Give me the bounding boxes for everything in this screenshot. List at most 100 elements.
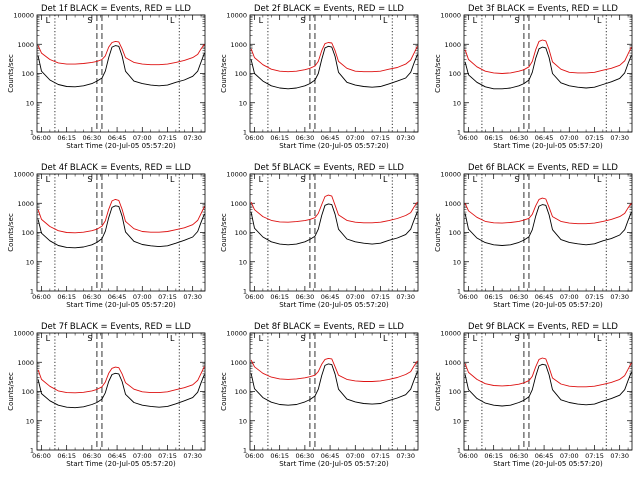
y-tick-label: 10000 [13,171,34,179]
events-series-line [37,45,205,88]
x-tick-label: 06:30 [83,134,102,142]
x-tick-label: 06:15 [57,134,76,142]
x-tick-label: 06:00 [32,134,51,142]
lld-series-line [250,42,418,73]
plot-frame [463,332,633,451]
marker-label: S [87,334,92,343]
x-tick-label: 07:00 [560,293,579,301]
panel-title: Det 8f BLACK = Events, RED = LLD [254,322,404,332]
marker-label: S [514,16,519,25]
x-tick-label: 06:15 [270,134,289,142]
x-tick-label: 06:45 [321,293,340,301]
panel-title: Det 7f BLACK = Events, RED = LLD [41,322,191,332]
marker-label: L [383,175,388,184]
y-tick-label: 1 [243,447,247,455]
events-series-line [250,363,418,406]
panel-title: Det 6f BLACK = Events, RED = LLD [468,163,618,173]
x-tick-label: 07:30 [610,293,629,301]
marker-label: L [170,175,175,184]
y-axis-label: Counts/sec [7,213,15,252]
y-tick-label: 1 [243,288,247,296]
marker-label: S [87,175,92,184]
y-tick-label: 100 [449,229,461,237]
x-tick-label: 06:15 [484,452,503,460]
x-axis-label: Start Time (20-Jul-05 05:57:20) [66,301,176,309]
detector-panel: Det 6f BLACK = Events, RED = LLD 1 10 100 10… [434,163,633,309]
marker-label: L [170,16,175,25]
x-tick-label: 07:00 [133,134,152,142]
y-axis-label: Counts/sec [7,372,15,411]
x-tick-label: 06:45 [535,293,554,301]
y-tick-label: 1000 [444,41,461,49]
events-series-line [37,205,205,249]
y-tick-label: 10 [239,99,247,107]
x-tick-label: 07:15 [371,452,390,460]
lld-series-line [464,357,632,388]
x-axis-label: Start Time (20-Jul-05 05:57:20) [493,301,603,309]
x-axis-label: Start Time (20-Jul-05 05:57:20) [279,460,389,468]
panel-title: Det 5f BLACK = Events, RED = LLD [254,163,404,173]
plot-frame [36,173,206,292]
marker-label: L [170,334,175,343]
marker-label: L [46,175,51,184]
x-tick-label: 07:15 [158,452,177,460]
x-tick-label: 07:30 [183,293,202,301]
x-tick-label: 06:30 [296,452,315,460]
marker-label: L [259,334,264,343]
marker-label: S [300,16,305,25]
x-tick-label: 06:15 [57,452,76,460]
marker-label: S [514,334,519,343]
x-tick-label: 07:15 [158,134,177,142]
y-tick-label: 10 [26,99,34,107]
y-tick-label: 10000 [440,12,461,20]
y-tick-label: 10000 [226,12,247,20]
detector-panel: Det 5f BLACK = Events, RED = LLD 1 10 100 10… [220,163,419,309]
x-tick-label: 07:15 [585,134,604,142]
x-tick-label: 06:45 [108,134,127,142]
y-tick-label: 1 [30,447,34,455]
y-tick-label: 100 [22,388,34,396]
plot-frame [36,14,206,133]
x-tick-label: 07:00 [133,293,152,301]
y-tick-label: 10000 [226,171,247,179]
x-axis-label: Start Time (20-Jul-05 05:57:20) [279,142,389,150]
y-tick-label: 100 [235,229,247,237]
y-tick-label: 1000 [17,200,34,208]
marker-label: L [46,334,51,343]
marker-label: S [300,334,305,343]
marker-label: L [597,175,602,184]
x-tick-label: 06:15 [270,293,289,301]
x-tick-label: 06:00 [245,134,264,142]
y-tick-label: 1 [30,288,34,296]
y-tick-label: 1000 [230,359,247,367]
marker-label: L [473,16,478,25]
x-tick-label: 06:45 [535,134,554,142]
x-tick-label: 06:45 [108,293,127,301]
panel-title: Det 1f BLACK = Events, RED = LLD [41,4,191,14]
marker-label: L [259,16,264,25]
panel-title: Det 3f BLACK = Events, RED = LLD [468,4,618,14]
marker-label: S [514,175,519,184]
y-tick-label: 10 [239,258,247,266]
plot-frame [463,14,633,133]
marker-label: S [300,175,305,184]
y-tick-label: 10000 [440,330,461,338]
y-axis-label: Counts/sec [7,54,15,93]
x-axis-label: Start Time (20-Jul-05 05:57:20) [66,142,176,150]
x-tick-label: 06:15 [270,452,289,460]
plot-frame [249,332,419,451]
marker-label: L [597,334,602,343]
y-tick-label: 10 [453,417,461,425]
x-tick-label: 07:30 [396,134,415,142]
panel-title: Det 4f BLACK = Events, RED = LLD [41,163,191,173]
x-tick-label: 07:00 [346,293,365,301]
x-tick-label: 06:00 [32,293,51,301]
x-tick-label: 06:00 [459,293,478,301]
x-tick-label: 06:00 [245,293,264,301]
x-tick-label: 06:45 [321,134,340,142]
x-tick-label: 06:00 [459,134,478,142]
detector-panel: Det 8f BLACK = Events, RED = LLD 1 10 100 10… [220,322,419,468]
x-tick-label: 06:00 [245,452,264,460]
lld-series-line [37,198,205,234]
y-tick-label: 10000 [13,330,34,338]
